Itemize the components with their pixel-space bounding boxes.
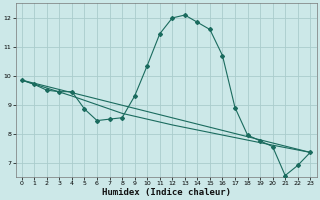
X-axis label: Humidex (Indice chaleur): Humidex (Indice chaleur) bbox=[101, 188, 230, 197]
